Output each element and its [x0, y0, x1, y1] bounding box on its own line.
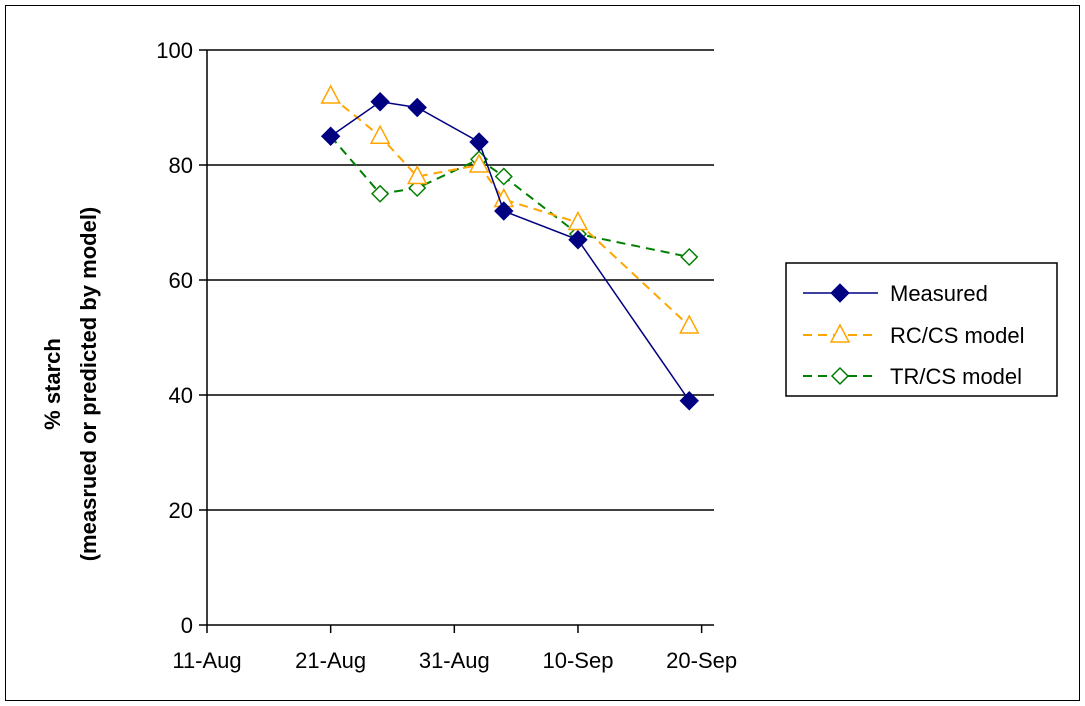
- legend-box: [785, 262, 1058, 397]
- point-tr-cs-model-1: [371, 184, 390, 203]
- legend-marker-measured: [830, 283, 850, 303]
- legend-entry-rc-cs-model: RC/CS model: [803, 323, 1024, 348]
- point-rc-cs-model-0: [320, 84, 341, 104]
- point-measured-4: [494, 201, 514, 221]
- point-rc-cs-model-2: [406, 164, 428, 185]
- legend-marker-rc-cs-model: [829, 323, 851, 343]
- legend-label-measured: Measured: [890, 281, 988, 306]
- legend: Measured RC/CS model TR/CS model: [785, 262, 1058, 397]
- y-axis-title-line-2: (measrued or predicted by model): [76, 207, 101, 562]
- legend-label-rc-cs-model: RC/CS model: [890, 323, 1024, 348]
- x-tick-label-31-aug: 31-Aug: [419, 648, 490, 673]
- y-tick-label-20: 20: [169, 498, 193, 523]
- y-tick-label-100: 100: [156, 38, 193, 63]
- point-measured-0: [320, 126, 341, 146]
- y-axis-title-line-1: % starch: [40, 338, 65, 430]
- y-tick-label-40: 40: [169, 383, 193, 408]
- x-tick-label-20-sep: 20-Sep: [666, 648, 737, 673]
- series-measured: [320, 92, 699, 411]
- point-measured-5: [568, 230, 588, 250]
- series-layer: [320, 84, 700, 411]
- x-tick-label-11-aug: 11-Aug: [172, 648, 241, 673]
- point-measured-1: [370, 92, 390, 112]
- point-tr-cs-model-6: [680, 247, 699, 267]
- x-tick-label-10-sep: 10-Sep: [542, 648, 613, 673]
- point-rc-cs-model-5: [567, 210, 589, 231]
- legend-entry-measured: Measured: [803, 281, 988, 306]
- series-tr-cs-model: [321, 127, 699, 267]
- axes: 0 20 40 60 80 100 11-Aug 21-Aug 31-Aug 10-Sep 20-S…: [156, 38, 737, 673]
- x-tick-label-21-aug: 21-Aug: [295, 648, 366, 673]
- point-tr-cs-model-4: [494, 167, 513, 186]
- point-measured-6: [679, 391, 699, 411]
- y-axis-title: % starch (measrued or predicted by model…: [40, 207, 101, 562]
- point-measured-3: [469, 132, 489, 152]
- legend-marker-tr-cs-model: [830, 366, 850, 386]
- gridlines: [207, 49, 714, 511]
- legend-entry-tr-cs-model: TR/CS model: [803, 364, 1022, 389]
- y-tick-label-0: 0: [181, 613, 193, 638]
- point-rc-cs-model-6: [679, 314, 700, 334]
- y-tick-label-60: 60: [169, 268, 193, 293]
- point-measured-2: [407, 97, 427, 118]
- y-tick-label-80: 80: [169, 153, 193, 178]
- series-rc-cs-model: [320, 84, 700, 334]
- series-line-measured: [330, 100, 690, 402]
- point-rc-cs-model-1: [369, 124, 391, 144]
- point-rc-cs-model-3: [468, 153, 490, 173]
- legend-label-tr-cs-model: TR/CS model: [890, 364, 1022, 389]
